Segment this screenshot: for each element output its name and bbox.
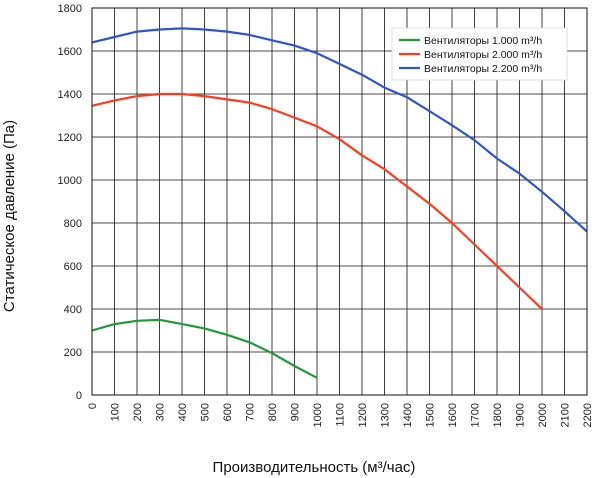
series-line-3 [91,27,588,233]
y-tick-label: 0 [76,390,82,402]
y-tick-label: 800 [64,218,82,230]
x-tick-label: 1100 [335,403,347,427]
x-tick-label: 900 [290,403,302,421]
legend: Вентиляторы 1.000 m³/h Вентиляторы 2.000… [391,27,568,81]
y-axis-title: Статическое давление (Па) [1,120,18,312]
x-tick-label: 1700 [470,403,482,427]
x-tick-label: 1900 [515,403,527,427]
series-lines [91,27,588,379]
x-tick-label: 1000 [312,403,324,427]
x-tick-label: 400 [177,403,189,421]
legend-label-2: Вентиляторы 2.000 m³/h [424,49,542,61]
y-tick-label: 600 [64,261,82,273]
x-tick-label: 1500 [425,403,437,427]
x-tick-label: 1400 [402,403,414,427]
legend-label-1: Вентиляторы 1.000 m³/h [424,35,542,47]
x-tick-label: 1800 [492,403,504,427]
x-tick-label: 2000 [537,403,549,427]
y-tick-label: 1000 [58,175,82,187]
y-tick-label: 400 [64,304,82,316]
y-tick-label: 1200 [58,132,82,144]
grid [91,7,588,396]
x-tick-label: 2100 [560,403,572,427]
legend-box [391,27,568,81]
x-tick-label: 700 [245,403,257,421]
x-tick-labels: 0 100 200 300 400 500 600 700 800 900 1000 1100 1200… [87,403,594,427]
legend-label-3: Вентиляторы 2.200 m³/h [424,63,542,75]
y-tick-label: 1400 [58,89,82,101]
series-line-1 [91,318,318,379]
y-tick-labels: 0 200 400 600 800 1000 1200 1400 1600 1800 [58,3,82,402]
y-tick-label: 200 [64,347,82,359]
plot-frame [91,7,588,396]
x-tick-label: 0 [87,403,99,409]
x-tick-label: 800 [267,403,279,421]
x-tick-label: 200 [132,403,144,421]
x-tick-label: 2200 [582,403,594,427]
x-tick-label: 1300 [380,403,392,427]
x-tick-label: 500 [200,403,212,421]
y-tick-label: 1600 [58,46,82,58]
x-axis-title: Производительность (м³/час) [213,459,416,476]
x-tick-label: 1600 [447,403,459,427]
x-tick-label: 600 [222,403,234,421]
x-tick-label: 100 [110,403,122,421]
x-tick-label: 1200 [357,403,369,427]
y-tick-label: 1800 [58,3,82,15]
series-line-2 [91,92,543,310]
x-tick-label: 300 [155,403,167,421]
